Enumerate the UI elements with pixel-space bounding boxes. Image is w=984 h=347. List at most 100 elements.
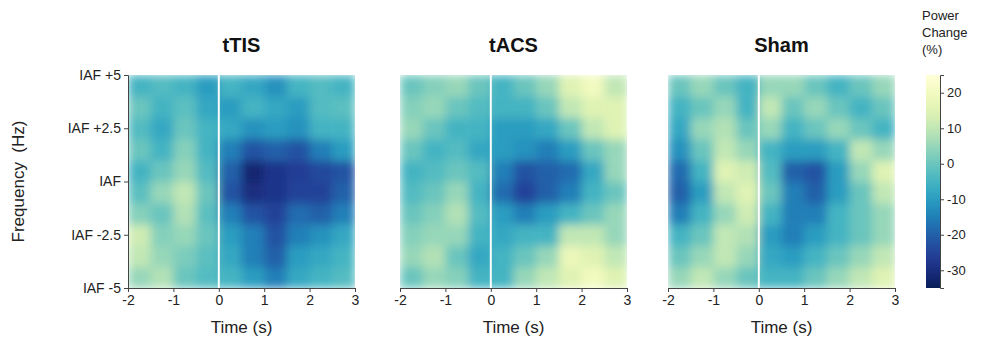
heat-cell	[491, 75, 514, 97]
colorbar-tick-mark	[940, 199, 944, 200]
heat-cell	[582, 118, 605, 140]
heat-cell	[310, 203, 333, 225]
heat-cell	[782, 182, 805, 204]
heat-cell	[196, 267, 219, 288]
x-tick-label: 3	[352, 292, 360, 308]
heat-cell	[536, 96, 559, 118]
heat-cell	[514, 203, 537, 225]
heat-cell	[264, 224, 287, 246]
heat-cell	[713, 75, 736, 97]
heat-cell	[536, 224, 559, 246]
heat-cell	[713, 182, 736, 204]
heat-cell	[491, 160, 514, 182]
heat-cell	[151, 267, 174, 288]
heat-cell	[713, 224, 736, 246]
heat-cell	[668, 139, 691, 161]
heat-cell	[759, 203, 782, 225]
heat-cell	[736, 182, 759, 204]
heat-cell	[604, 203, 627, 225]
heat-cell	[850, 182, 873, 204]
panel: -2-10123Time (s)tACS	[394, 34, 631, 337]
colorbar-tick-label: 20	[947, 85, 961, 100]
heat-cell	[536, 139, 559, 161]
x-tick-label: -1	[168, 292, 181, 308]
heat-cell	[827, 160, 850, 182]
x-tick: 1	[261, 288, 269, 308]
colorbar: -30-20-1001020PowerChange(%)	[922, 8, 968, 289]
heat-cell	[582, 267, 605, 288]
heat-cell	[287, 96, 310, 118]
heat-cell	[514, 118, 537, 140]
heat-cell	[287, 182, 310, 204]
heat-cell	[872, 96, 895, 118]
colorbar-tick-label: 10	[947, 121, 961, 136]
heat-cell	[491, 245, 514, 267]
x-tick: -1	[440, 288, 453, 308]
x-tick: 3	[352, 288, 360, 308]
heat-cell	[827, 139, 850, 161]
heat-cell	[736, 245, 759, 267]
heat-cell	[559, 224, 582, 246]
heat-cell	[173, 160, 196, 182]
heat-cell	[559, 267, 582, 288]
heat-cell	[287, 118, 310, 140]
heat-cell	[850, 118, 873, 140]
heat-cell	[219, 182, 242, 204]
heat-cell	[782, 160, 805, 182]
heat-cell	[400, 160, 423, 182]
y-tick-mark	[124, 75, 128, 76]
heat-cell	[691, 245, 714, 267]
heat-cell	[173, 75, 196, 97]
heat-cell	[872, 75, 895, 97]
plot-area	[668, 75, 895, 288]
heat-cell	[332, 182, 355, 204]
heat-cell	[151, 203, 174, 225]
heat-cell	[242, 160, 265, 182]
y-tick: IAF	[99, 173, 128, 189]
heat-cell	[445, 75, 468, 97]
heat-cell	[850, 267, 873, 288]
heat-cell	[128, 96, 151, 118]
y-tick-mark	[124, 182, 128, 183]
heat-cell	[219, 267, 242, 288]
heat-cell	[423, 203, 446, 225]
heat-cell	[668, 75, 691, 97]
heat-cell	[850, 224, 873, 246]
heat-cell	[423, 75, 446, 97]
heat-cell	[872, 245, 895, 267]
heat-cell	[264, 160, 287, 182]
heat-cell	[310, 182, 333, 204]
heat-cell	[691, 182, 714, 204]
x-tick-label: -1	[708, 292, 721, 308]
heat-cell	[468, 267, 491, 288]
heat-cell	[782, 118, 805, 140]
heat-cell	[559, 139, 582, 161]
heat-cell	[759, 75, 782, 97]
heat-cell	[310, 118, 333, 140]
heat-cell	[736, 160, 759, 182]
heat-cell	[804, 203, 827, 225]
x-tick-label: -1	[440, 292, 453, 308]
onset-line	[758, 75, 760, 288]
colorbar-axis: -30-20-1001020	[940, 76, 966, 289]
heat-cell	[128, 203, 151, 225]
heat-cell	[400, 245, 423, 267]
colorbar-tick-mark	[940, 235, 944, 236]
heat-cell	[242, 182, 265, 204]
heat-cell	[196, 203, 219, 225]
heat-cell	[400, 139, 423, 161]
heat-cell	[173, 203, 196, 225]
y-tick: IAF -5	[83, 280, 128, 296]
heat-cell	[691, 160, 714, 182]
heat-cell	[804, 75, 827, 97]
heat-cell	[332, 118, 355, 140]
heat-cell	[850, 160, 873, 182]
heat-cell	[196, 96, 219, 118]
heat-cell	[759, 96, 782, 118]
heat-cell	[468, 75, 491, 97]
x-tick: -2	[662, 288, 675, 308]
heat-cell	[128, 182, 151, 204]
heat-cell	[713, 245, 736, 267]
heat-cell	[264, 182, 287, 204]
heat-cell	[668, 267, 691, 288]
